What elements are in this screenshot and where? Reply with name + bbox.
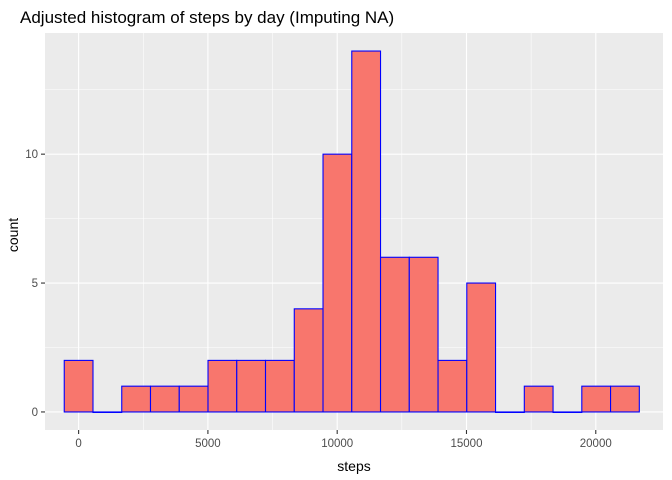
x-tick-label: 5000 [195, 438, 221, 450]
x-axis: 0 5000 10000 15000 20000 [75, 430, 612, 450]
histogram-bar [92, 411, 123, 414]
histogram-bar [408, 256, 439, 413]
histogram-bar [610, 385, 640, 413]
histogram-bar [207, 359, 238, 413]
histogram-bar [466, 282, 497, 413]
histogram-bar [523, 385, 554, 413]
x-axis-title: steps [337, 458, 370, 474]
histogram-bar [264, 359, 295, 413]
histogram-bar [437, 359, 468, 413]
chart-title: Adjusted histogram of steps by day (Impu… [20, 8, 394, 27]
histogram-bar [379, 256, 410, 413]
histogram-bar [293, 308, 324, 413]
histogram-bar [351, 50, 382, 413]
x-tick-label: 0 [75, 438, 81, 450]
histogram-bars [63, 50, 640, 414]
x-tick-label: 20000 [580, 438, 612, 450]
x-tick-label: 10000 [321, 438, 353, 450]
histogram-bar [121, 385, 152, 413]
y-axis: 0 5 10 [25, 149, 45, 419]
histogram-bar [581, 385, 612, 413]
histogram-bar [63, 359, 94, 413]
histogram-bar [236, 359, 267, 413]
histogram-bar [149, 385, 180, 413]
histogram-bar [322, 153, 353, 413]
histogram-bar [494, 411, 525, 414]
y-tick-label: 5 [32, 278, 38, 290]
histogram-bar [552, 411, 583, 414]
y-tick-label: 0 [32, 407, 38, 419]
x-tick-label: 15000 [450, 438, 482, 450]
histogram-bar [178, 385, 209, 413]
y-axis-title: count [5, 218, 21, 252]
y-tick-label: 10 [25, 149, 38, 161]
